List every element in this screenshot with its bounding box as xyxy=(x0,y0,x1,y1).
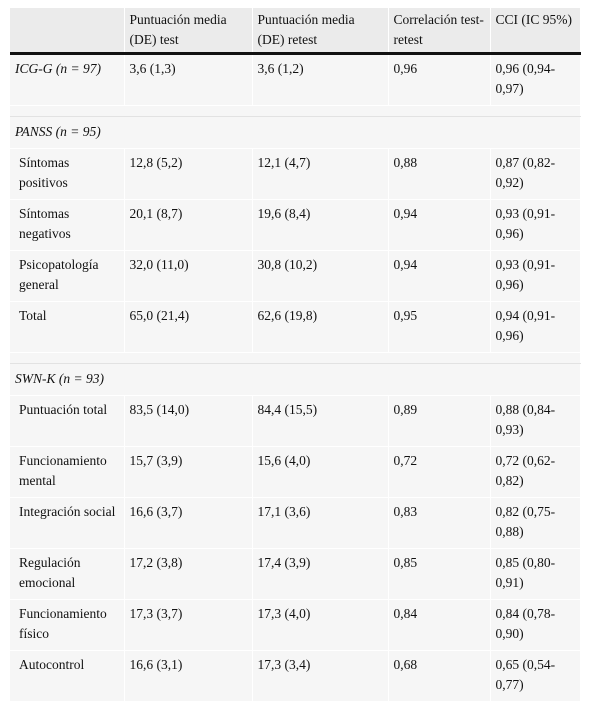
cell-test: 17,2 (3,8) xyxy=(124,548,253,600)
table-row: Síntomas negativos 20,1 (8,7) 19,6 (8,4)… xyxy=(10,199,581,251)
cell-test: 32,0 (11,0) xyxy=(124,250,253,302)
cell-correlation: 0,95 xyxy=(388,301,491,353)
table-row: Total 65,0 (21,4) 62,6 (19,8) 0,95 0,94 … xyxy=(10,301,581,353)
section-row-swn: SWN-K (n = 93) xyxy=(10,363,581,396)
cell-test: 83,5 (14,0) xyxy=(124,395,253,447)
cell-retest: 17,3 (4,0) xyxy=(252,599,389,651)
cell-cci: 0,96 (0,94-0,97) xyxy=(490,53,581,106)
section-row-panss: PANSS (n = 95) xyxy=(10,116,581,149)
cell-test: 15,7 (3,9) xyxy=(124,446,253,498)
cell-cci: 0,93 (0,91-0,96) xyxy=(490,199,581,251)
cell-test: 16,6 (3,7) xyxy=(124,497,253,549)
row-label: Síntomas positivos xyxy=(10,148,125,200)
cell-retest: 19,6 (8,4) xyxy=(252,199,389,251)
row-label: Síntomas negativos xyxy=(10,199,125,251)
section-title: PANSS (n = 95) xyxy=(10,116,581,149)
cell-retest: 3,6 (1,2) xyxy=(252,53,389,106)
cell-correlation: 0,94 xyxy=(388,199,491,251)
cell-retest: 12,1 (4,7) xyxy=(252,148,389,200)
cell-test: 16,6 (3,1) xyxy=(124,650,253,702)
cell-cci: 0,94 (0,91-0,96) xyxy=(490,301,581,353)
cell-cci: 0,93 (0,91-0,96) xyxy=(490,250,581,302)
table-row: Psicopatología general 32,0 (11,0) 30,8 … xyxy=(10,250,581,302)
cell-cci: 0,72 (0,62-0,82) xyxy=(490,446,581,498)
spacer-row xyxy=(10,352,581,364)
row-label: Funcionamiento mental xyxy=(10,446,125,498)
cell-correlation: 0,96 xyxy=(388,53,491,106)
header-cell-label xyxy=(10,8,125,55)
row-label: Autocontrol xyxy=(10,650,125,702)
row-label: Total xyxy=(10,301,125,353)
cell-retest: 17,1 (3,6) xyxy=(252,497,389,549)
cell-cci: 0,87 (0,82-0,92) xyxy=(490,148,581,200)
table-row: Integración social 16,6 (3,7) 17,1 (3,6)… xyxy=(10,497,581,549)
row-label: Puntuación total xyxy=(10,395,125,447)
header-cell-retest: Puntuación media (DE) retest xyxy=(252,8,389,55)
cell-test: 65,0 (21,4) xyxy=(124,301,253,353)
section-title: SWN-K (n = 93) xyxy=(10,363,581,396)
table-row: Síntomas positivos 12,8 (5,2) 12,1 (4,7)… xyxy=(10,148,581,200)
row-label: ICG-G (n = 97) xyxy=(10,53,125,106)
spacer-row xyxy=(10,105,581,117)
table-row: Funcionamiento mental 15,7 (3,9) 15,6 (4… xyxy=(10,446,581,498)
cell-cci: 0,65 (0,54-0,77) xyxy=(490,650,581,702)
cell-correlation: 0,88 xyxy=(388,148,491,200)
row-label: Psicopatología general xyxy=(10,250,125,302)
cell-cci: 0,84 (0,78-0,90) xyxy=(490,599,581,651)
header-cell-cci: CCI (IC 95%) xyxy=(490,8,581,55)
table-row: Puntuación total 83,5 (14,0) 84,4 (15,5)… xyxy=(10,395,581,447)
header-cell-correlation: Correlación test-retest xyxy=(388,8,491,55)
reliability-table: Puntuación media (DE) test Puntuación me… xyxy=(10,8,581,702)
cell-correlation: 0,94 xyxy=(388,250,491,302)
row-label: Integración social xyxy=(10,497,125,549)
header-row: Puntuación media (DE) test Puntuación me… xyxy=(10,8,581,55)
cell-correlation: 0,83 xyxy=(388,497,491,549)
cell-test: 3,6 (1,3) xyxy=(124,53,253,106)
table-row: Funcionamiento físico 17,3 (3,7) 17,3 (4… xyxy=(10,599,581,651)
cell-correlation: 0,84 xyxy=(388,599,491,651)
cell-retest: 84,4 (15,5) xyxy=(252,395,389,447)
header-cell-test: Puntuación media (DE) test xyxy=(124,8,253,55)
table-row-icg: ICG-G (n = 97) 3,6 (1,3) 3,6 (1,2) 0,96 … xyxy=(10,53,581,106)
cell-correlation: 0,89 xyxy=(388,395,491,447)
cell-retest: 15,6 (4,0) xyxy=(252,446,389,498)
cell-correlation: 0,68 xyxy=(388,650,491,702)
cell-retest: 17,4 (3,9) xyxy=(252,548,389,600)
row-label: Regulación emocional xyxy=(10,548,125,600)
cell-cci: 0,88 (0,84-0,93) xyxy=(490,395,581,447)
cell-cci: 0,82 (0,75-0,88) xyxy=(490,497,581,549)
cell-retest: 62,6 (19,8) xyxy=(252,301,389,353)
cell-test: 12,8 (5,2) xyxy=(124,148,253,200)
cell-retest: 17,3 (3,4) xyxy=(252,650,389,702)
row-label: Funcionamiento físico xyxy=(10,599,125,651)
cell-test: 17,3 (3,7) xyxy=(124,599,253,651)
cell-correlation: 0,72 xyxy=(388,446,491,498)
table-row: Regulación emocional 17,2 (3,8) 17,4 (3,… xyxy=(10,548,581,600)
cell-cci: 0,85 (0,80-0,91) xyxy=(490,548,581,600)
table-row: Autocontrol 16,6 (3,1) 17,3 (3,4) 0,68 0… xyxy=(10,650,581,702)
cell-test: 20,1 (8,7) xyxy=(124,199,253,251)
cell-retest: 30,8 (10,2) xyxy=(252,250,389,302)
cell-correlation: 0,85 xyxy=(388,548,491,600)
